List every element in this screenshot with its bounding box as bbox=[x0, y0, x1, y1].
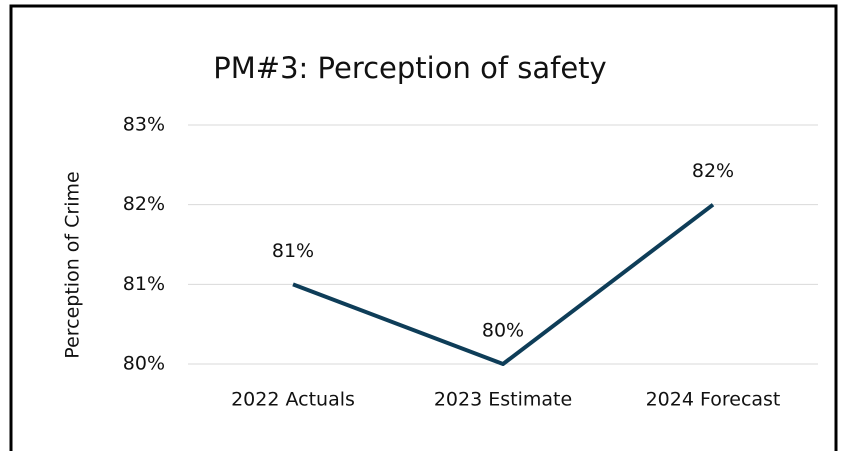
y-axis-label: Perception of Crime bbox=[62, 171, 84, 358]
x-tick-label: 2022 Actuals bbox=[231, 389, 355, 411]
x-tick-label: 2024 Forecast bbox=[646, 389, 781, 411]
x-tick-label: 2023 Estimate bbox=[434, 389, 572, 411]
data-label: 80% bbox=[482, 320, 524, 342]
y-tick-label: 81% bbox=[123, 273, 165, 295]
data-label: 82% bbox=[692, 160, 734, 182]
chart-title: PM#3: Perception of safety bbox=[213, 51, 606, 85]
line-series bbox=[292, 203, 715, 366]
y-tick-label: 82% bbox=[123, 193, 165, 215]
data-label: 81% bbox=[272, 240, 314, 262]
frame bbox=[9, 4, 838, 451]
y-tick-label: 80% bbox=[123, 353, 165, 375]
y-tick-label: 83% bbox=[123, 114, 165, 136]
